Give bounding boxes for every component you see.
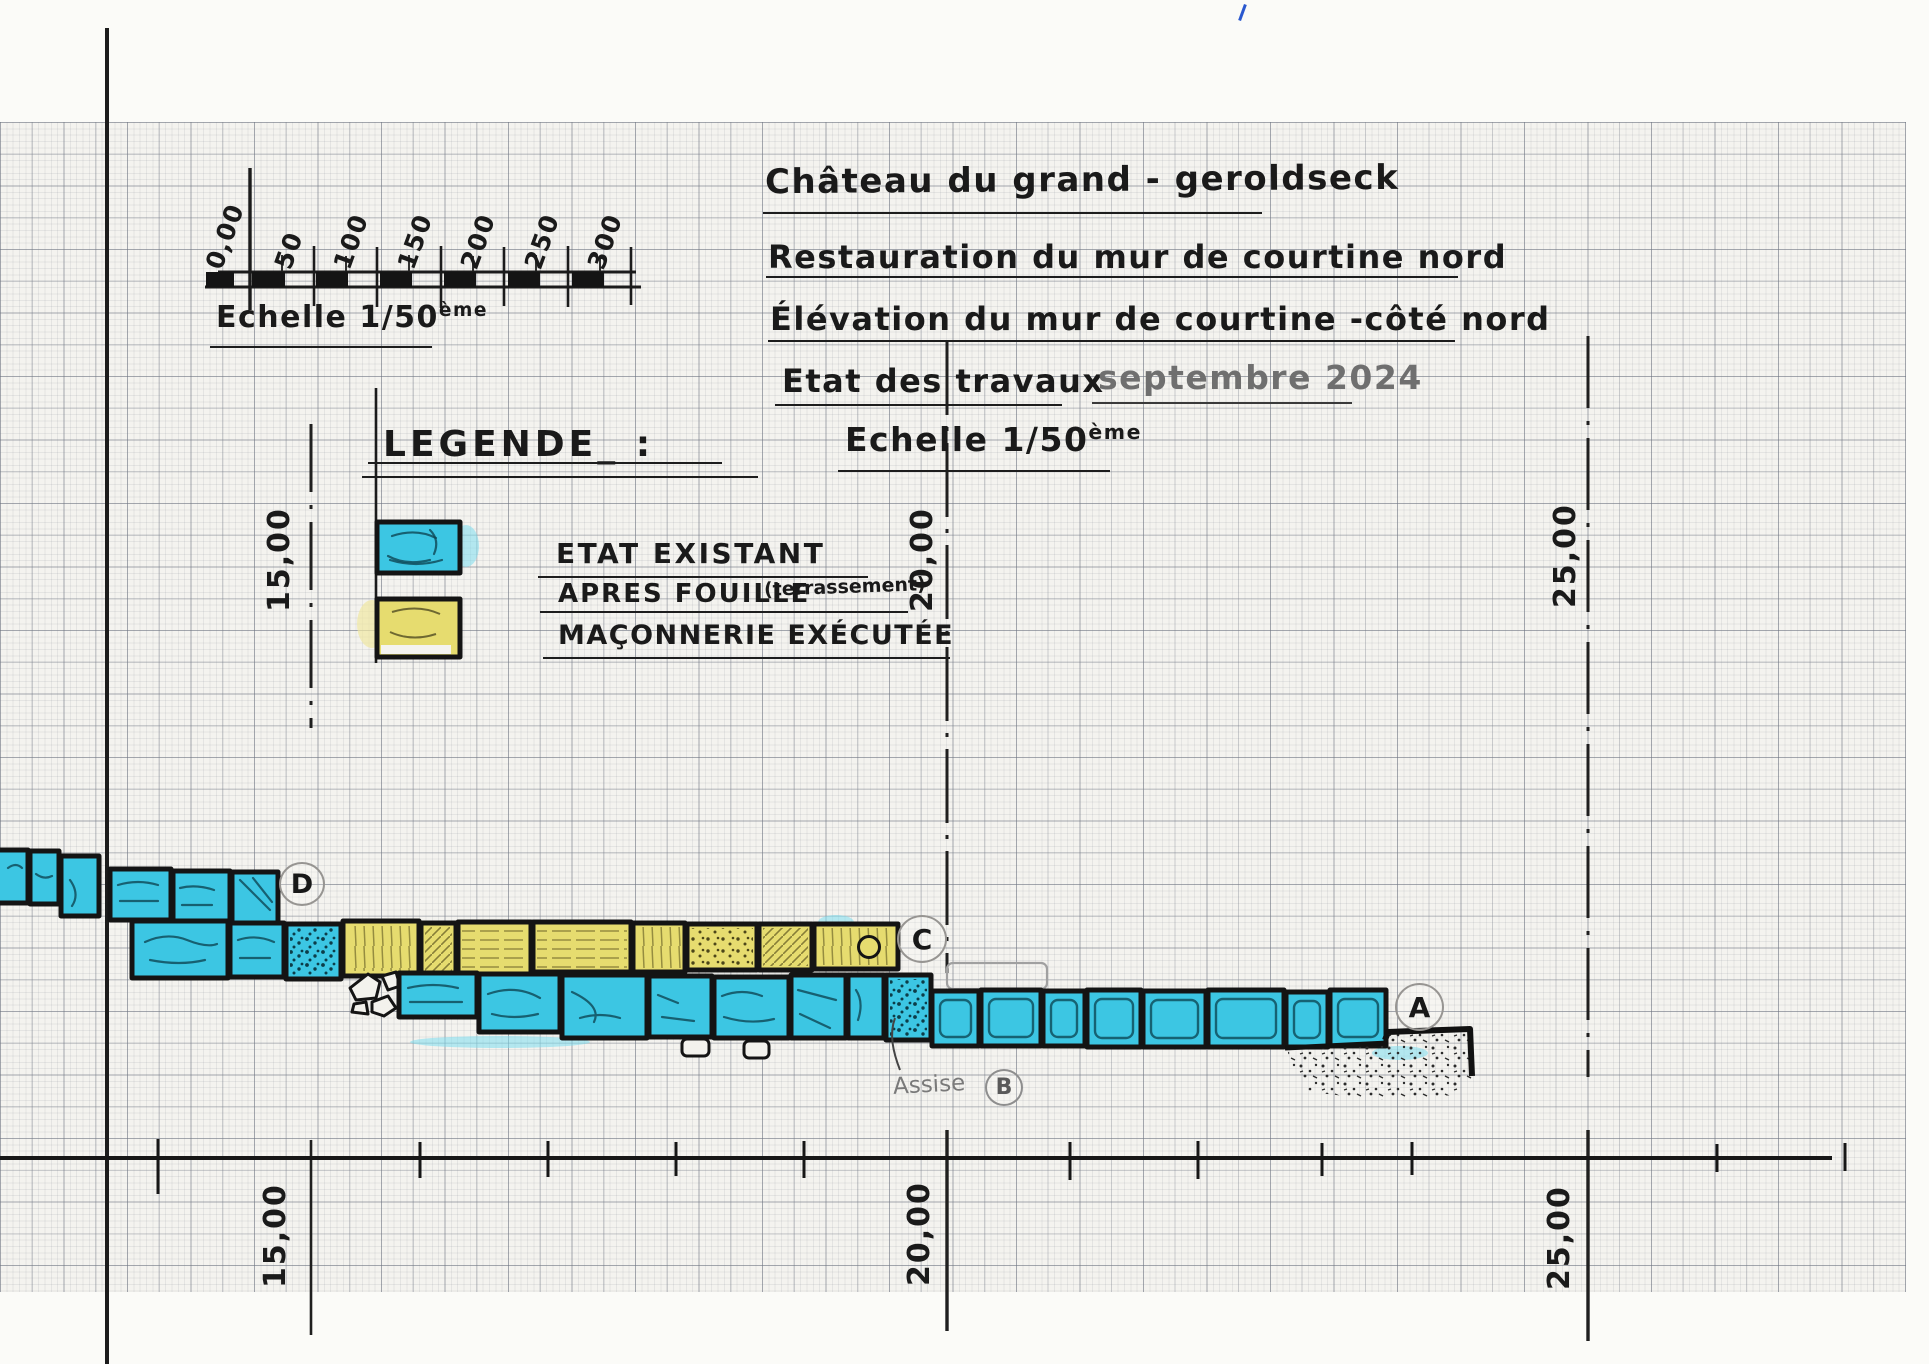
title-underline-1 xyxy=(763,212,1262,214)
course-d-blocks xyxy=(0,847,281,927)
course-c-cyan-blocks xyxy=(129,918,344,982)
course-a-blocks xyxy=(929,961,1428,1060)
title-scale-prefix: Echelle 1/50 xyxy=(845,420,1089,459)
title-underline-2 xyxy=(766,276,1458,278)
title-line-2: Restauration du mur de courtine nord xyxy=(768,238,1508,276)
course-b-blocks xyxy=(396,970,934,1060)
wall-elevation xyxy=(0,847,1475,1100)
title-line-4-date: septembre 2024 xyxy=(1098,358,1423,397)
ref-label-top-20: 20,00 xyxy=(905,507,940,612)
foundation-stipple xyxy=(1284,1026,1475,1100)
legend-item1-line1: ETAT EXISTANT xyxy=(556,537,826,570)
title-underline-4a xyxy=(775,404,1062,406)
scale-bar-caption: Echelle 1/50ème xyxy=(216,300,488,335)
legend-underline-1 xyxy=(368,462,722,464)
reference-lines xyxy=(309,336,1590,1341)
title-scale-note: Echelle 1/50ème xyxy=(845,420,1142,459)
bottom-axis xyxy=(0,1139,1847,1194)
title-underline-4b xyxy=(1092,402,1352,404)
legend-underline-2 xyxy=(362,476,758,478)
marker-course-c: C xyxy=(897,915,947,963)
scale-bar xyxy=(205,168,641,310)
scale-bar-caption-underline xyxy=(210,346,432,348)
legend-item1-underline2 xyxy=(540,611,908,613)
scale-caption-prefix: Echelle 1/50 xyxy=(216,300,439,335)
legend-item1-line2: APRES FOUILLE xyxy=(558,579,811,609)
legend-graphics xyxy=(357,388,479,663)
ref-label-bottom-25: 25,00 xyxy=(1542,1185,1577,1290)
legend-item1-underline1 xyxy=(538,576,868,578)
ref-label-bottom-15: 15,00 xyxy=(258,1183,293,1288)
rubble-stones xyxy=(348,970,402,1018)
title-underline-3 xyxy=(768,340,1455,342)
title-scale-sup: ème xyxy=(1088,420,1142,444)
marker-assise-b: B xyxy=(985,1069,1023,1106)
legend-heading: LEGENDE_ : xyxy=(383,424,655,465)
scale-caption-sup: ème xyxy=(438,300,489,321)
title-line-1: Château du grand - geroldseck xyxy=(764,157,1400,203)
assise-leader-line xyxy=(891,1017,901,1071)
marker-course-d: D xyxy=(279,862,325,906)
legend-item2-line1: MAÇONNERIE EXÉCUTÉE xyxy=(558,620,955,651)
ref-label-top-25: 25,00 xyxy=(1548,503,1583,608)
assise-label: Assise xyxy=(892,1070,966,1100)
title-line-3: Élévation du mur de courtine -côté nord xyxy=(770,300,1551,338)
title-line-4-left: Etat des travaux xyxy=(782,362,1105,400)
title-scale-underline xyxy=(838,470,1110,472)
legend-item2-underline xyxy=(543,657,950,659)
ref-label-top-15: 15,00 xyxy=(262,507,297,612)
ref-label-bottom-20: 20,00 xyxy=(902,1181,937,1286)
course-c-yellow-blocks xyxy=(340,915,901,979)
marker-course-a: A xyxy=(1395,983,1444,1031)
left-margin-line xyxy=(105,28,109,1364)
